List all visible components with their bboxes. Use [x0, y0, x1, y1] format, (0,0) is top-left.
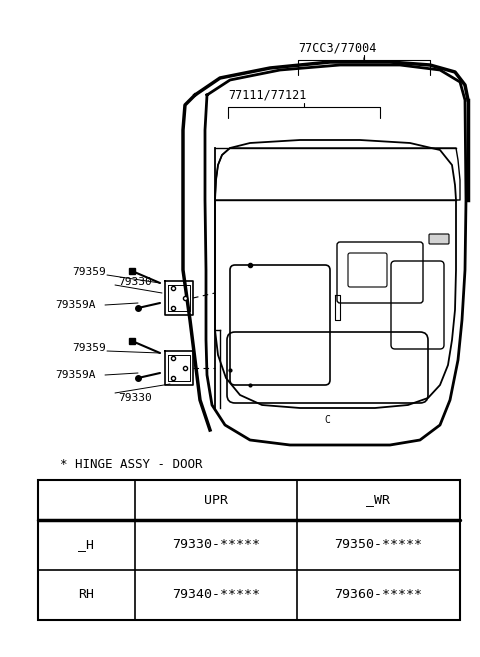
Text: _WR: _WR [367, 493, 391, 507]
Text: * HINGE ASSY - DOOR: * HINGE ASSY - DOOR [60, 459, 203, 472]
Text: RH: RH [79, 589, 95, 602]
Text: UPR: UPR [204, 493, 228, 507]
Text: 79330: 79330 [118, 393, 152, 403]
FancyBboxPatch shape [429, 234, 449, 244]
Text: 79359: 79359 [72, 343, 106, 353]
Bar [38, 480, 460, 620]
Text: 79330-*****: 79330-***** [172, 539, 260, 551]
Text: 79359A: 79359A [55, 370, 96, 380]
Text: 79350-*****: 79350-***** [335, 539, 422, 551]
Text: 79330: 79330 [118, 277, 152, 287]
Text: 77111/77121: 77111/77121 [228, 89, 306, 101]
Text: 77CC3/77004: 77CC3/77004 [298, 41, 376, 55]
Text: 79340-*****: 79340-***** [172, 589, 260, 602]
Text: 79359: 79359 [72, 267, 106, 277]
Text: 79359A: 79359A [55, 300, 96, 310]
Text: C: C [324, 415, 330, 425]
Text: 79360-*****: 79360-***** [335, 589, 422, 602]
Text: _H: _H [79, 539, 95, 551]
